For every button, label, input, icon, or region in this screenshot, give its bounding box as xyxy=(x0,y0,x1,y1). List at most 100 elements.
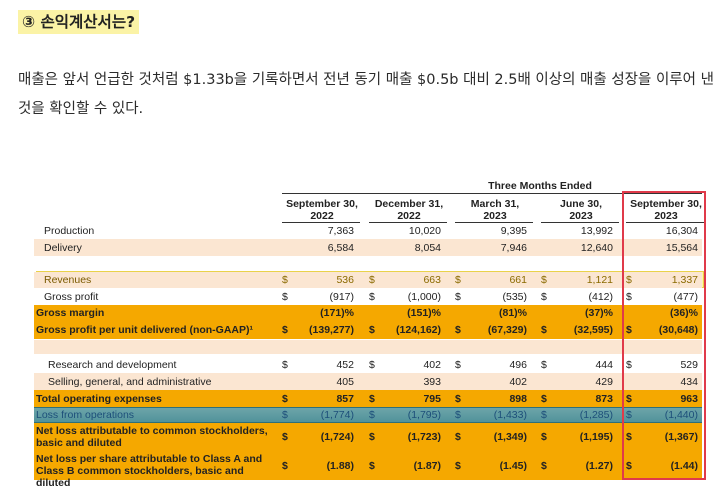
currency-symbol: $ xyxy=(626,431,632,443)
currency-symbol: $ xyxy=(626,393,632,405)
table-row xyxy=(34,272,702,288)
table-cell: (1.87) xyxy=(413,460,441,472)
column-header-line1: December 31, xyxy=(374,198,444,210)
table-cell: 452 xyxy=(336,359,354,371)
table-cell: 963 xyxy=(680,393,698,405)
currency-symbol: $ xyxy=(282,359,288,371)
table-row xyxy=(34,423,702,451)
spacer-band xyxy=(34,257,702,271)
row-label: Total operating expenses xyxy=(36,393,162,405)
currency-symbol: $ xyxy=(541,431,547,443)
table-cell: (1,723) xyxy=(407,431,441,443)
table-cell: 15,564 xyxy=(665,242,698,254)
currency-symbol: $ xyxy=(369,291,375,303)
table-cell: (1,433) xyxy=(493,409,527,421)
table-cell: (412) xyxy=(588,291,613,303)
currency-symbol: $ xyxy=(282,324,288,336)
currency-symbol: $ xyxy=(369,393,375,405)
table-cell: 6,584 xyxy=(327,242,354,254)
currency-symbol: $ xyxy=(455,431,461,443)
table-cell: 434 xyxy=(680,376,698,388)
currency-symbol: $ xyxy=(626,324,632,336)
currency-symbol: $ xyxy=(282,460,288,472)
currency-symbol: $ xyxy=(455,324,461,336)
currency-symbol: $ xyxy=(282,431,288,443)
table-cell: (36)% xyxy=(669,307,698,319)
table-cell: (1,349) xyxy=(493,431,527,443)
table-cell: 857 xyxy=(336,393,354,405)
table-row xyxy=(34,451,702,480)
table-cell: (1.88) xyxy=(326,460,354,472)
table-cell: (81)% xyxy=(498,307,527,319)
table-row xyxy=(34,305,702,321)
table-cell: (1,367) xyxy=(664,431,698,443)
currency-symbol: $ xyxy=(282,409,288,421)
table-row xyxy=(34,390,702,407)
column-header-rule xyxy=(541,222,619,223)
currency-symbol: $ xyxy=(455,460,461,472)
currency-symbol: $ xyxy=(282,291,288,303)
column-header-rule xyxy=(626,222,704,223)
table-cell: 13,992 xyxy=(580,225,613,237)
currency-symbol: $ xyxy=(369,460,375,472)
currency-symbol: $ xyxy=(541,324,547,336)
table-cell: (1,285) xyxy=(579,409,613,421)
table-cell: 429 xyxy=(595,376,613,388)
table-cell: (1,195) xyxy=(579,431,613,443)
column-header-line2: 2022 xyxy=(397,210,421,222)
table-cell: 898 xyxy=(509,393,527,405)
table-cell: (1.27) xyxy=(585,460,613,472)
currency-symbol: $ xyxy=(626,460,632,472)
row-label: Net loss per share attributable to Class… xyxy=(36,453,263,489)
column-header-line1: September 30, xyxy=(630,198,702,210)
column-header-rule xyxy=(369,222,447,223)
currency-symbol: $ xyxy=(369,359,375,371)
row-label: Selling, general, and administrative xyxy=(48,376,212,388)
currency-symbol: $ xyxy=(455,393,461,405)
currency-symbol: $ xyxy=(541,291,547,303)
table-cell: 12,640 xyxy=(580,242,613,254)
table-cell: 402 xyxy=(509,376,527,388)
currency-symbol: $ xyxy=(541,274,547,286)
table-row xyxy=(34,321,702,339)
row-label: Gross profit per unit delivered (non-GAA… xyxy=(36,324,254,336)
table-cell: (30,648) xyxy=(658,324,698,336)
row-label: Net loss attributable to common stockhol… xyxy=(36,425,268,449)
table-cell: (1,795) xyxy=(407,409,441,421)
table-cell: 402 xyxy=(423,359,441,371)
table-cell: (1.44) xyxy=(670,460,698,472)
table-cell: 16,304 xyxy=(665,225,698,237)
currency-symbol: $ xyxy=(455,274,461,286)
body-paragraph: 매출은 앞서 언급한 것처럼 $1.33b을 기록하면서 전년 동기 매출 $0… xyxy=(18,72,714,117)
table-cell: (917) xyxy=(329,291,354,303)
table-cell: 795 xyxy=(423,393,441,405)
table-cell: 10,020 xyxy=(408,225,441,237)
table-row xyxy=(34,239,702,256)
table-cell: (37)% xyxy=(584,307,613,319)
table-cell: 9,395 xyxy=(500,225,527,237)
table-cell: 661 xyxy=(509,274,527,286)
column-header-line2: 2022 xyxy=(310,210,334,222)
column-header-line1: September 30, xyxy=(286,198,358,210)
table-cell: 7,363 xyxy=(327,225,354,237)
row-label: Production xyxy=(44,225,95,237)
row-label: Gross profit xyxy=(44,291,99,303)
column-header: December 31, 2022 xyxy=(367,198,451,222)
table-cell: (67,329) xyxy=(487,324,527,336)
table-cell: (535) xyxy=(502,291,527,303)
table-cell: 496 xyxy=(509,359,527,371)
table-cell: (32,595) xyxy=(573,324,613,336)
table-cell: 873 xyxy=(595,393,613,405)
column-header: September 30, 2022 xyxy=(280,198,364,222)
row-label: Delivery xyxy=(44,242,82,254)
highlight-box xyxy=(622,191,706,480)
table-cell: (171)% xyxy=(320,307,354,319)
table-row xyxy=(34,373,702,390)
column-header-line1: March 31, xyxy=(470,198,520,210)
table-cell: 405 xyxy=(336,376,354,388)
column-header-line2: 2023 xyxy=(569,210,593,222)
currency-symbol: $ xyxy=(455,291,461,303)
row-label: Gross margin xyxy=(36,307,105,319)
currency-symbol: $ xyxy=(626,409,632,421)
